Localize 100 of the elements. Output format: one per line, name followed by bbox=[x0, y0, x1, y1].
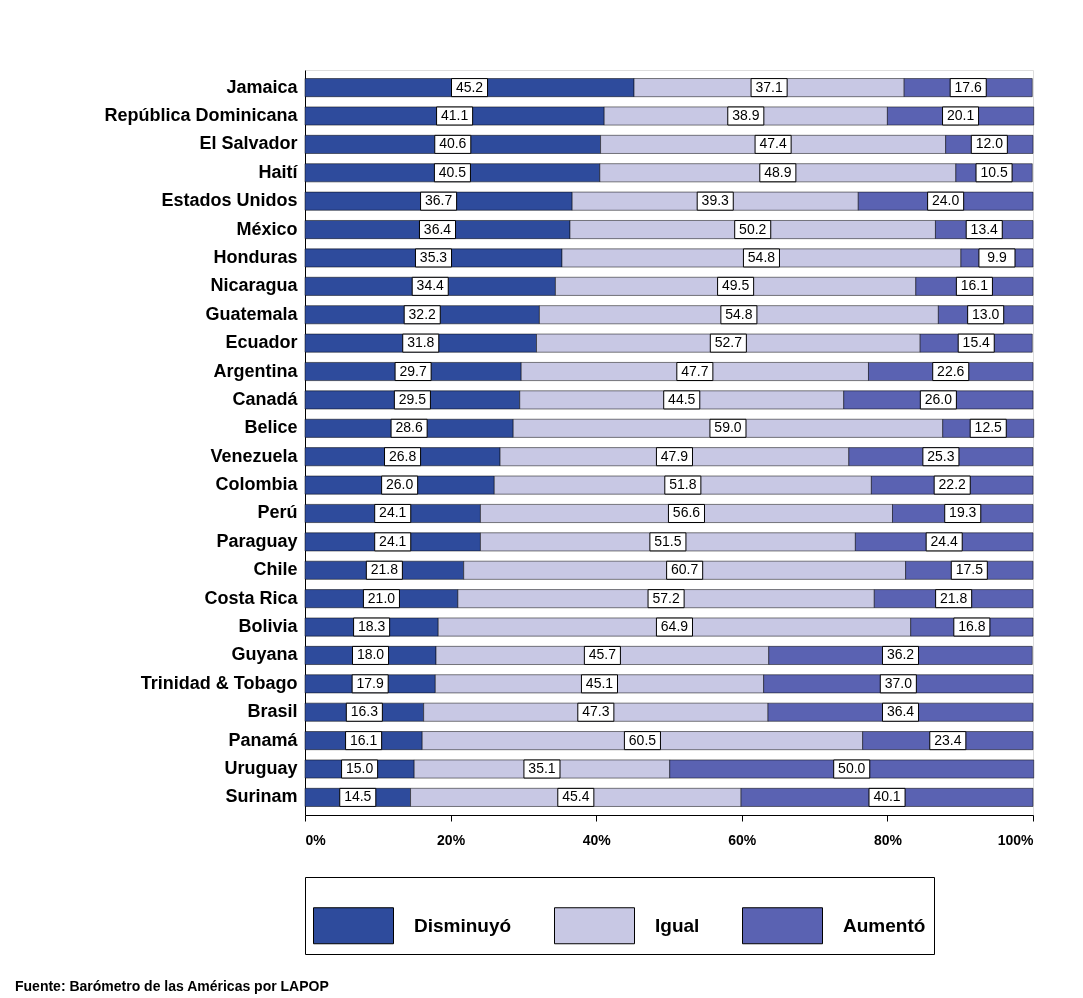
y-tick-label: República Dominicana bbox=[104, 104, 299, 125]
data-label: 12.0 bbox=[975, 135, 1004, 152]
data-label: 26.0 bbox=[924, 390, 953, 407]
data-label: 24.4 bbox=[930, 532, 959, 549]
y-tick-label: Perú bbox=[257, 502, 298, 523]
data-label: 40.6 bbox=[439, 135, 467, 152]
y-tick-label: México bbox=[236, 218, 298, 239]
data-label: 59.0 bbox=[714, 419, 742, 436]
data-label: 23.4 bbox=[934, 731, 962, 748]
y-tick-label: Bolivia bbox=[238, 616, 299, 637]
data-label: 22.6 bbox=[937, 362, 965, 379]
data-label: 60.5 bbox=[628, 731, 657, 748]
x-tick-label: 60% bbox=[728, 831, 757, 848]
data-label: 25.3 bbox=[927, 447, 955, 464]
y-tick-label: Guatemala bbox=[205, 303, 299, 324]
data-label: 54.8 bbox=[747, 248, 776, 265]
data-label: 32.2 bbox=[408, 305, 437, 322]
data-label: 26.8 bbox=[388, 447, 417, 464]
data-label: 40.1 bbox=[873, 788, 901, 805]
data-label: 35.3 bbox=[419, 248, 448, 265]
data-label: 18.3 bbox=[357, 618, 386, 635]
data-label: 41.1 bbox=[440, 106, 469, 123]
data-label: 26.0 bbox=[386, 476, 414, 493]
data-label: 56.6 bbox=[672, 504, 701, 521]
data-label: 28.6 bbox=[395, 419, 423, 436]
y-tick-label: Nicaragua bbox=[210, 275, 299, 296]
y-tick-label: Belice bbox=[244, 417, 298, 438]
data-label: 64.9 bbox=[660, 618, 689, 635]
y-tick-label: Trinidad & Tobago bbox=[140, 672, 298, 693]
data-label: 22.2 bbox=[938, 476, 967, 493]
data-label: 24.0 bbox=[932, 192, 960, 209]
data-label: 16.8 bbox=[958, 618, 986, 635]
data-label: 38.9 bbox=[732, 106, 760, 123]
y-tick-label: Estados Unidos bbox=[161, 190, 298, 211]
data-label: 40.5 bbox=[438, 163, 467, 180]
data-label: 51.5 bbox=[654, 532, 682, 549]
data-label: 10.5 bbox=[980, 163, 1008, 180]
data-label: 47.4 bbox=[759, 135, 787, 152]
source-note: Fuente: Barómetro de las Américas por LAPOP bbox=[15, 977, 329, 994]
data-label: 47.3 bbox=[582, 703, 610, 720]
data-label: 47.7 bbox=[681, 362, 709, 379]
data-label: 16.1 bbox=[960, 277, 989, 294]
data-label: 9.9 bbox=[987, 248, 1007, 265]
data-label: 31.8 bbox=[407, 334, 435, 351]
x-tick-label: 80% bbox=[873, 831, 903, 848]
y-tick-label: El Salvador bbox=[199, 133, 298, 154]
y-tick-label: Venezuela bbox=[210, 445, 299, 466]
data-label: 15.0 bbox=[345, 760, 374, 777]
data-label: 51.8 bbox=[669, 476, 697, 493]
data-label: 29.7 bbox=[399, 362, 427, 379]
data-label: 21.8 bbox=[940, 589, 968, 606]
data-label: 18.0 bbox=[356, 646, 385, 663]
data-label: 47.9 bbox=[660, 447, 689, 464]
y-tick-label: Brasil bbox=[247, 701, 298, 722]
data-label: 17.9 bbox=[356, 674, 384, 691]
data-label: 49.5 bbox=[721, 277, 750, 294]
data-label: 54.8 bbox=[725, 305, 753, 322]
data-label: 44.5 bbox=[668, 390, 696, 407]
y-tick-label: Costa Rica bbox=[204, 587, 299, 608]
data-label: 12.5 bbox=[974, 419, 1003, 436]
y-tick-label: Chile bbox=[253, 559, 298, 580]
data-label: 16.1 bbox=[349, 731, 378, 748]
data-label: 29.5 bbox=[398, 390, 427, 407]
data-label: 48.9 bbox=[764, 163, 792, 180]
y-tick-label: Honduras bbox=[213, 246, 298, 267]
y-tick-label: Canadá bbox=[232, 388, 299, 409]
data-label: 17.5 bbox=[955, 561, 984, 578]
data-label: 19.3 bbox=[949, 504, 977, 521]
data-label: 17.6 bbox=[954, 78, 983, 95]
data-label: 45.1 bbox=[585, 674, 614, 691]
data-label: 20.1 bbox=[946, 106, 975, 123]
data-label: 50.0 bbox=[838, 760, 866, 777]
y-tick-label: Guyana bbox=[231, 644, 299, 665]
y-tick-label: Surinam bbox=[225, 786, 298, 807]
x-tick-label: 100% bbox=[997, 831, 1035, 848]
data-label: 13.0 bbox=[972, 305, 1000, 322]
y-tick-label: Jamaica bbox=[226, 76, 299, 97]
x-tick-label: 20% bbox=[437, 831, 466, 848]
data-label: 45.2 bbox=[455, 78, 484, 95]
data-label: 15.4 bbox=[962, 334, 991, 351]
data-label: 21.0 bbox=[367, 589, 396, 606]
data-label: 24.1 bbox=[379, 504, 407, 521]
y-tick-label: Ecuador bbox=[225, 332, 298, 353]
data-label: 36.4 bbox=[423, 220, 452, 237]
data-label: 14.5 bbox=[344, 788, 372, 805]
data-label: 21.8 bbox=[370, 561, 399, 578]
y-tick-label: Uruguay bbox=[224, 758, 298, 779]
y-tick-label: Colombia bbox=[215, 474, 299, 495]
data-label: 60.7 bbox=[671, 561, 699, 578]
legend-label: Igual bbox=[655, 914, 700, 936]
data-label: 45.7 bbox=[588, 646, 617, 663]
data-label: 37.1 bbox=[755, 78, 783, 95]
data-label: 57.2 bbox=[652, 589, 680, 606]
data-label: 52.7 bbox=[714, 334, 743, 351]
y-tick-label: Paraguay bbox=[216, 530, 298, 551]
y-tick-label: Panamá bbox=[228, 729, 299, 750]
data-label: 13.4 bbox=[970, 220, 999, 237]
legend-label: Aumentó bbox=[843, 914, 926, 936]
y-tick-label: Argentina bbox=[213, 360, 299, 381]
x-tick-label: 0% bbox=[305, 831, 327, 848]
